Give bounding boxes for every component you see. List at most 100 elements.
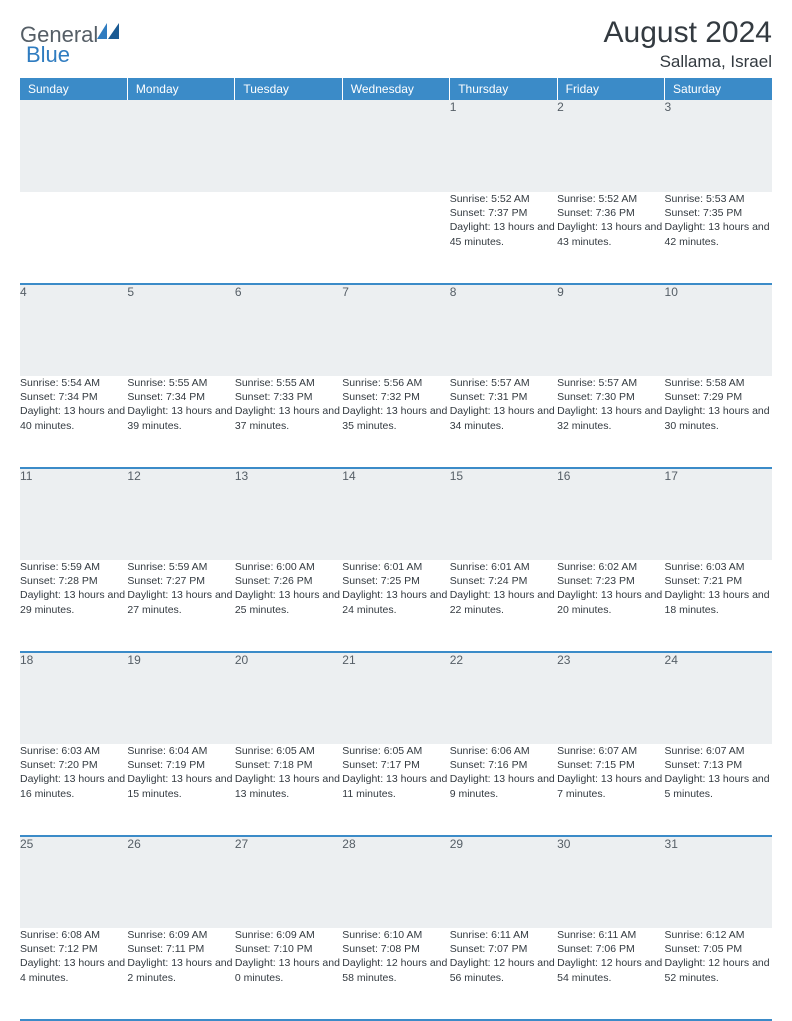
day-detail-cell: Sunrise: 6:07 AMSunset: 7:15 PMDaylight:… — [557, 744, 664, 836]
sunset-line: Sunset: 7:15 PM — [557, 759, 635, 771]
sunset-line: Sunset: 7:23 PM — [557, 575, 635, 587]
day-number-cell: 25 — [20, 836, 127, 928]
day-number-cell: 10 — [665, 284, 772, 376]
daylight-line: Daylight: 13 hours and 5 minutes. — [665, 773, 770, 799]
sunset-line: Sunset: 7:29 PM — [665, 391, 743, 403]
day-number-cell: 16 — [557, 468, 664, 560]
day-detail-cell: Sunrise: 6:00 AMSunset: 7:26 PMDaylight:… — [235, 560, 342, 652]
daynum-row: 18192021222324 — [20, 652, 772, 744]
sunrise-line: Sunrise: 5:55 AM — [235, 377, 315, 389]
day-number-cell: 19 — [127, 652, 234, 744]
daylight-line: Daylight: 13 hours and 9 minutes. — [450, 773, 555, 799]
sunrise-line: Sunrise: 6:01 AM — [342, 561, 422, 573]
day-detail-cell: Sunrise: 6:11 AM Sunset: 7:07 PM Daylight:… — [450, 928, 557, 1020]
day-detail-cell: Sunrise: 6:07 AMSunset: 7:13 PMDaylight:… — [665, 744, 772, 836]
sunrise-line: Sunrise: 6:05 AM — [235, 745, 315, 757]
day-detail-cell: Sunrise: 5:52 AMSunset: 7:37 PMDaylight:… — [450, 192, 557, 284]
sunrise-line: Sunrise: 6:01 AM — [450, 561, 530, 573]
sunrise-line: Sunrise: 5:59 AM — [20, 561, 100, 573]
detail-row: Sunrise: 6:03 AMSunset: 7:20 PMDaylight:… — [20, 744, 772, 836]
sunset-line: Sunset: 7:27 PM — [127, 575, 205, 587]
day-detail-cell: Sunrise: 6:03 AMSunset: 7:21 PMDaylight:… — [665, 560, 772, 652]
daylight-line: Daylight: 12 hours and 56 minutes. — [450, 957, 555, 983]
daylight-line: Daylight: 12 hours and 58 minutes. — [342, 957, 447, 983]
sunset-line: Sunset: 7:10 PM — [235, 943, 313, 955]
daylight-line: Daylight: 13 hours and 4 minutes. — [20, 957, 125, 983]
header: General August 2024 Sallama, Israel — [20, 16, 772, 72]
sunrise-line: Sunrise: 6:11 AM — [557, 929, 636, 941]
sunrise-line: Sunrise: 5:59 AM — [127, 561, 207, 573]
daylight-line: Daylight: 13 hours and 39 minutes. — [127, 405, 232, 431]
sunrise-line: Sunrise: 5:52 AM — [557, 193, 637, 205]
sunrise-line: Sunrise: 6:03 AM — [20, 745, 100, 757]
sunrise-line: Sunrise: 6:09 AM — [235, 929, 315, 941]
day-detail-cell: Sunrise: 6:01 AMSunset: 7:24 PMDaylight:… — [450, 560, 557, 652]
day-detail-cell: Sunrise: 6:05 AMSunset: 7:17 PMDaylight:… — [342, 744, 449, 836]
day-detail-cell: Sunrise: 6:04 AMSunset: 7:19 PMDaylight:… — [127, 744, 234, 836]
detail-row: Sunrise: 5:52 AM Sunset: 7:37 PM Daylight:… — [20, 192, 772, 284]
day-detail-cell: Sunrise: 5:59 AMSunset: 7:28 PMDaylight:… — [20, 560, 127, 652]
calendar-body: 123Sunrise: 5:52 AMSunset: 7:37 PMDaylig… — [20, 100, 772, 1020]
sunrise-line: Sunrise: 6:04 AM — [127, 745, 207, 757]
day-number-cell: 1 — [450, 100, 557, 192]
sunset-line: Sunset: 7:30 PM — [557, 391, 635, 403]
sunset-line: Sunset: 7:24 PM — [450, 575, 528, 587]
daylight-line: Daylight: 13 hours and 16 minutes. — [20, 773, 125, 799]
day-number-cell: 12 — [127, 468, 234, 560]
sunrise-line: Sunrise: 5:57 AM — [450, 377, 530, 389]
day-number-cell: 6 — [235, 284, 342, 376]
day-number-cell: 23 — [557, 652, 664, 744]
daylight-line: Daylight: 13 hours and 11 minutes. — [342, 773, 447, 799]
day-number-cell: 26 — [127, 836, 234, 928]
day-detail-cell: Sunrise: 5:58 AMSunset: 7:29 PMDaylight:… — [665, 376, 772, 468]
day-number-cell: 8 — [450, 284, 557, 376]
daynum-row: 123 — [20, 100, 772, 192]
sunrise-line: Sunrise: 5:52 AM — [450, 193, 530, 205]
day-number-cell — [127, 100, 234, 192]
sunrise-line: Sunrise: 6:07 AM — [557, 745, 637, 757]
weekday-header-row: Sunday Monday Tuesday Wednesday Thursday… — [20, 78, 772, 100]
day-number-cell: 30 — [557, 836, 664, 928]
sunrise-line: Sunrise: 5:56 AM — [342, 377, 422, 389]
day-detail-cell — [127, 192, 234, 284]
weekday-header: Monday — [127, 78, 234, 100]
day-detail-cell: Sunrise: 5:56 AMSunset: 7:32 PMDaylight:… — [342, 376, 449, 468]
day-number-cell: 14 — [342, 468, 449, 560]
daylight-line: Daylight: 13 hours and 43 minutes. — [557, 221, 662, 247]
sunset-line: Sunset: 7:07 PM — [450, 943, 528, 955]
sunrise-line: Sunrise: 5:57 AM — [557, 377, 637, 389]
sunset-line: Sunset: 7:18 PM — [235, 759, 313, 771]
location-label: Sallama, Israel — [604, 52, 772, 72]
sunset-line: Sunset: 7:32 PM — [342, 391, 420, 403]
day-detail-cell: Sunrise: 6:02 AMSunset: 7:23 PMDaylight:… — [557, 560, 664, 652]
daylight-line: Daylight: 13 hours and 13 minutes. — [235, 773, 340, 799]
sunrise-line: Sunrise: 5:54 AM — [20, 377, 100, 389]
sunset-line: Sunset: 7:37 PM — [450, 207, 528, 219]
day-number-cell: 3 — [665, 100, 772, 192]
sunrise-line: Sunrise: 6:11 AM — [450, 929, 529, 941]
daylight-line: Daylight: 13 hours and 30 minutes. — [665, 405, 770, 431]
day-detail-cell — [20, 192, 127, 284]
day-detail-cell: Sunrise: 5:57 AMSunset: 7:31 PMDaylight:… — [450, 376, 557, 468]
day-detail-cell: Sunrise: 6:06 AMSunset: 7:16 PMDaylight:… — [450, 744, 557, 836]
day-number-cell: 18 — [20, 652, 127, 744]
sunset-line: Sunset: 7:19 PM — [127, 759, 205, 771]
daylight-line: Daylight: 13 hours and 2 minutes. — [127, 957, 232, 983]
sunrise-line: Sunrise: 5:53 AM — [665, 193, 745, 205]
sunset-line: Sunset: 7:17 PM — [342, 759, 420, 771]
daylight-line: Daylight: 13 hours and 34 minutes. — [450, 405, 555, 431]
day-number-cell — [342, 100, 449, 192]
day-detail-cell: Sunrise: 5:54 AMSunset: 7:34 PMDaylight:… — [20, 376, 127, 468]
title-block: August 2024 Sallama, Israel — [604, 16, 772, 72]
sunset-line: Sunset: 7:36 PM — [557, 207, 635, 219]
sunset-line: Sunset: 7:21 PM — [665, 575, 743, 587]
day-number-cell: 29 — [450, 836, 557, 928]
brand-name-blue: Blue — [26, 42, 70, 68]
daylight-line: Daylight: 13 hours and 0 minutes. — [235, 957, 340, 983]
detail-row: Sunrise: 6:08 AMSunset: 7:12 PMDaylight:… — [20, 928, 772, 1020]
day-detail-cell: Sunrise: 5:55 AMSunset: 7:33 PMDaylight:… — [235, 376, 342, 468]
weekday-header: Thursday — [450, 78, 557, 100]
day-number-cell: 17 — [665, 468, 772, 560]
day-detail-cell: Sunrise: 6:12 AMSunset: 7:05 PMDaylight:… — [665, 928, 772, 1020]
sunrise-line: Sunrise: 5:55 AM — [127, 377, 207, 389]
